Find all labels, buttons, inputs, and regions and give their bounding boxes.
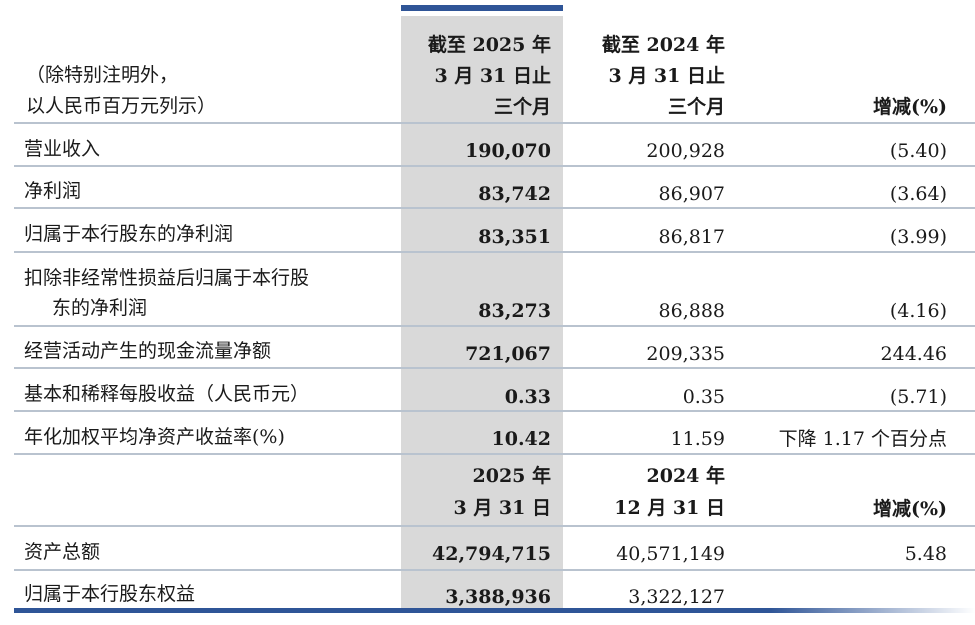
row-label: 基本和稀释每股收益（人民币元）	[24, 383, 310, 405]
row-value-prior: 209,335	[646, 343, 725, 365]
col2-header2-line-1: 2024 年	[646, 465, 726, 487]
col2-header-line-1: 截至 2024 年	[601, 34, 725, 56]
row-value-current: 83,742	[478, 183, 551, 205]
col3-header: 增减(%)	[872, 96, 947, 118]
col2-header-line-3: 三个月	[667, 96, 725, 118]
row-value-prior: 200,928	[646, 140, 725, 162]
table-row: 归属于本行股东权益 3,388,936 3,322,127	[14, 571, 975, 608]
row-value-current: 190,070	[465, 140, 551, 162]
row-label-line-1: 扣除非经常性损益后归属于本行股	[24, 267, 310, 289]
row-value-change: 244.46	[880, 343, 947, 365]
row-value-current: 83,273	[478, 300, 551, 322]
row-label: 资产总额	[24, 541, 101, 563]
col1-header-line-3: 三个月	[493, 96, 551, 118]
row-label: 年化加权平均净资产收益率(%)	[24, 426, 285, 448]
bottom-rule-fade	[770, 608, 975, 613]
row-value-prior: 11.59	[670, 428, 725, 450]
row-label: 归属于本行股东权益	[24, 583, 196, 605]
row-label: 归属于本行股东的净利润	[24, 223, 234, 245]
balance-sheet-header: 2025 年 3 月 31 日 2024 年 12 月 31 日 增减(%)	[14, 455, 975, 527]
current-period-column-shade	[401, 16, 563, 612]
table-row: 资产总额 42,794,715 40,571,149 5.48	[14, 527, 975, 571]
col1-header2-line-2: 3 月 31 日	[453, 497, 551, 519]
col2-header2-line-2: 12 月 31 日	[614, 497, 725, 519]
row-label: 净利润	[24, 180, 82, 202]
table-row: 经营活动产生的现金流量净额 721,067 209,335 244.46	[14, 327, 975, 369]
row-value-change: (4.16)	[889, 300, 947, 322]
row-label: 营业收入	[24, 138, 101, 160]
row-value-current: 42,794,715	[432, 543, 551, 565]
row-value-prior: 86,888	[658, 300, 725, 322]
row-value-change: (3.64)	[889, 183, 947, 205]
table-row: 扣除非经常性损益后归属于本行股 东的净利润 83,273 86,888 (4.1…	[14, 253, 975, 327]
table-row: 基本和稀释每股收益（人民币元） 0.33 0.35 (5.71)	[14, 369, 975, 412]
row-value-prior: 86,907	[658, 183, 725, 205]
row-value-change: (5.40)	[889, 140, 947, 162]
table-row: 归属于本行股东的净利润 83,351 86,817 (3.99)	[14, 209, 975, 253]
row-label: 经营活动产生的现金流量净额	[24, 340, 272, 362]
row-value-prior: 3,322,127	[628, 586, 725, 608]
row-value-current: 10.42	[491, 428, 552, 450]
row-value-current: 83,351	[478, 226, 551, 248]
table-header: （除特别注明外， 以人民币百万元列示） 截至 2025 年 3 月 31 日止 …	[14, 16, 975, 124]
table-row: 净利润 83,742 86,907 (3.64)	[14, 167, 975, 209]
row-value-change: 下降 1.17 个百分点	[778, 428, 947, 450]
table-bottom-rule	[14, 608, 975, 613]
row-value-prior: 0.35	[682, 386, 725, 408]
unit-note-line-1: （除特别注明外，	[26, 64, 179, 86]
row-value-change: (3.99)	[889, 226, 947, 248]
unit-note-line-2: 以人民币百万元列示）	[26, 95, 217, 117]
row-value-current: 0.33	[504, 386, 551, 408]
table-row: 营业收入 190,070 200,928 (5.40)	[14, 124, 975, 167]
current-period-top-bar	[401, 5, 563, 11]
row-label-line-2: 东的净利润	[52, 297, 148, 319]
col1-header-line-1: 截至 2025 年	[427, 34, 551, 56]
row-value-current: 721,067	[465, 343, 551, 365]
row-value-change: (5.71)	[889, 386, 947, 408]
col3-header2: 增减(%)	[872, 498, 947, 520]
row-value-current: 3,388,936	[445, 586, 551, 608]
col2-header-line-2: 3 月 31 日止	[608, 65, 725, 87]
row-value-prior: 40,571,149	[616, 543, 725, 565]
table-row: 年化加权平均净资产收益率(%) 10.42 11.59 下降 1.17 个百分点	[14, 412, 975, 455]
row-value-change: 5.48	[904, 543, 947, 565]
row-value-prior: 86,817	[658, 226, 725, 248]
col1-header-line-2: 3 月 31 日止	[434, 65, 551, 87]
col1-header2-line-1: 2025 年	[472, 465, 552, 487]
